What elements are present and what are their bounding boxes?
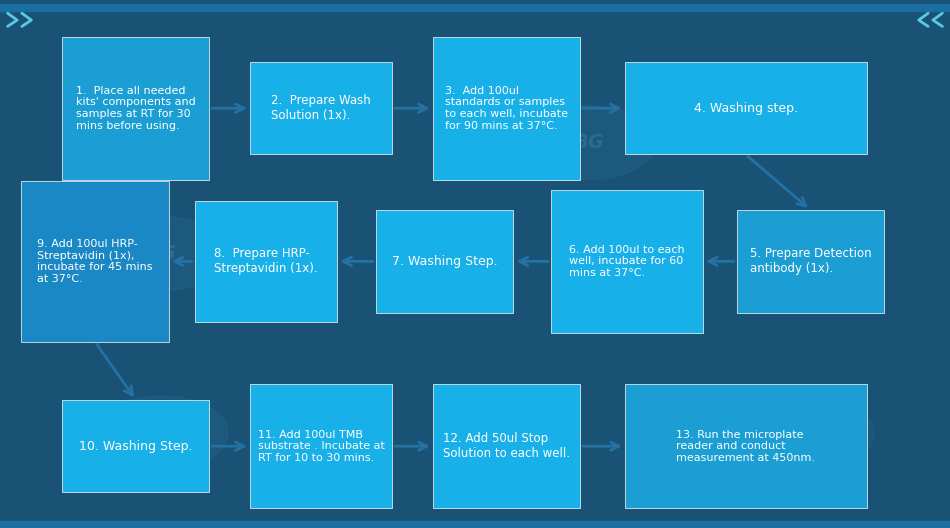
- Text: 2.  Prepare Wash
Solution (1x).: 2. Prepare Wash Solution (1x).: [272, 94, 370, 122]
- FancyBboxPatch shape: [433, 37, 580, 180]
- Text: 3.  Add 100ul
standards or samples
to each well, incubate
for 90 mins at 37°C.: 3. Add 100ul standards or samples to eac…: [445, 86, 568, 130]
- FancyBboxPatch shape: [625, 62, 866, 154]
- Text: 4. Washing step.: 4. Washing step.: [694, 102, 798, 115]
- FancyBboxPatch shape: [376, 210, 513, 313]
- Text: 6. Add 100ul to each
well, incubate for 60
mins at 37°C.: 6. Add 100ul to each well, incubate for …: [569, 245, 685, 278]
- FancyBboxPatch shape: [625, 384, 866, 508]
- Circle shape: [522, 106, 655, 180]
- Text: BG: BG: [574, 133, 604, 152]
- Text: 5. Prepare Detection
antibody (1x).: 5. Prepare Detection antibody (1x).: [750, 247, 871, 276]
- FancyBboxPatch shape: [62, 400, 209, 492]
- Text: 13. Run the microplate
reader and conduct
measurement at 450nm.: 13. Run the microplate reader and conduc…: [676, 430, 815, 463]
- FancyBboxPatch shape: [551, 190, 703, 333]
- Text: 12. Add 50ul Stop
Solution to each well.: 12. Add 50ul Stop Solution to each well.: [443, 432, 570, 460]
- Text: BG: BG: [146, 244, 177, 263]
- FancyBboxPatch shape: [737, 210, 884, 313]
- Circle shape: [95, 396, 228, 470]
- Text: BG: BG: [146, 423, 177, 442]
- Text: 1.  Place all needed
kits' components and
samples at RT for 30
mins before using: 1. Place all needed kits' components and…: [76, 86, 196, 130]
- Text: 11. Add 100ul TMB
substrate . Incubate at
RT for 10 to 30 mins.: 11. Add 100ul TMB substrate . Incubate a…: [257, 430, 385, 463]
- FancyBboxPatch shape: [195, 201, 337, 322]
- Text: 10. Washing Step.: 10. Washing Step.: [79, 440, 193, 452]
- FancyBboxPatch shape: [250, 384, 392, 508]
- FancyBboxPatch shape: [433, 384, 580, 508]
- FancyBboxPatch shape: [62, 37, 209, 180]
- FancyBboxPatch shape: [22, 181, 169, 342]
- Text: BG: BG: [792, 423, 823, 442]
- FancyBboxPatch shape: [250, 62, 392, 154]
- Circle shape: [741, 396, 874, 470]
- Circle shape: [95, 216, 228, 290]
- Text: 9. Add 100ul HRP-
Streptavidin (1x),
incubate for 45 mins
at 37°C.: 9. Add 100ul HRP- Streptavidin (1x), inc…: [37, 239, 153, 284]
- Text: 8.  Prepare HRP-
Streptavidin (1x).: 8. Prepare HRP- Streptavidin (1x).: [214, 247, 318, 276]
- Text: 7. Washing Step.: 7. Washing Step.: [391, 255, 498, 268]
